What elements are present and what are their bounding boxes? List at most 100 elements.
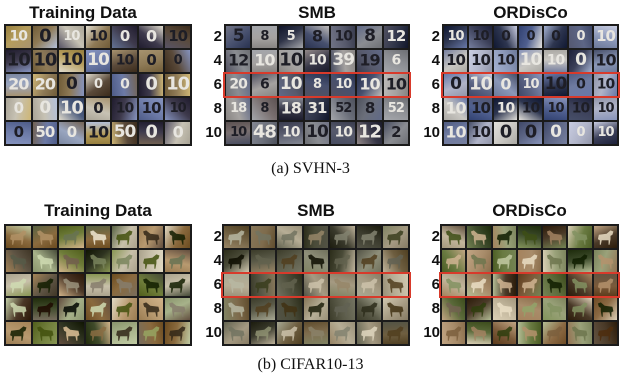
horse-sample-image — [492, 226, 516, 248]
horse-sample-image — [85, 274, 111, 296]
horse-sample-image — [383, 226, 408, 248]
digit-text: 8 — [364, 99, 375, 118]
digit-text: 10 — [446, 51, 466, 70]
digit-sample-image: 10 — [469, 122, 492, 144]
horse-sample-image — [442, 298, 466, 320]
animal-silhouette — [334, 254, 351, 269]
animal-silhouette — [445, 302, 462, 317]
animal-silhouette — [360, 278, 378, 293]
digit-text: 10 — [597, 101, 614, 117]
horse-sample-image — [6, 274, 31, 296]
horse-sample-image — [138, 274, 164, 296]
digit-sample-image: 10 — [544, 74, 567, 96]
digit-sample-image: 5 — [226, 26, 251, 48]
digit-sample-image: 52 — [383, 98, 408, 120]
row-label-step: 8 — [431, 300, 440, 317]
animal-silhouette — [10, 230, 27, 245]
animal-silhouette — [36, 230, 54, 245]
horse-sample-image — [330, 226, 355, 248]
animal-silhouette — [169, 230, 186, 245]
animal-silhouette — [496, 326, 512, 341]
digit-sample-image: 39 — [331, 50, 356, 72]
animal-silhouette — [496, 302, 512, 317]
horse-sample-image — [138, 298, 164, 320]
horse-sample-image — [543, 226, 567, 248]
digit-sample-image: 10 — [331, 74, 356, 96]
animal-silhouette — [471, 326, 487, 341]
horse-sample-image — [32, 250, 58, 272]
digit-sample-image: 12 — [226, 50, 251, 72]
animal-silhouette — [116, 230, 133, 245]
digit-sample-image: 12 — [357, 122, 382, 144]
horse-sample-image — [165, 226, 190, 248]
digit-text: 10 — [597, 125, 614, 141]
horse-sample-image — [467, 322, 491, 344]
digit-text: 0 — [65, 74, 78, 95]
animal-silhouette — [89, 326, 107, 341]
digit-text: 6 — [391, 52, 401, 69]
digit-text: 0 — [550, 122, 562, 143]
animal-silhouette — [89, 278, 107, 293]
animal-silhouette — [10, 302, 27, 317]
row-label-step: 8 — [213, 100, 222, 117]
digit-text: 0 — [450, 74, 462, 95]
digit-text: 50 — [113, 122, 137, 143]
horse-sample-image — [112, 274, 137, 296]
digit-sample-image: 0 — [569, 74, 592, 96]
animal-silhouette — [572, 302, 588, 317]
horse-sample-image — [277, 322, 302, 344]
horse-sample-image — [224, 250, 249, 272]
horse-sample-image — [467, 274, 491, 296]
row-label-step: 4 — [431, 252, 440, 269]
animal-silhouette — [254, 230, 272, 245]
digit-sample-image: 10 — [138, 98, 164, 120]
digit-text: 10 — [385, 74, 407, 94]
digit-sample-image: 0 — [519, 26, 542, 48]
digit-text: 10 — [306, 122, 329, 143]
animal-silhouette — [360, 326, 378, 341]
digit-text: 10 — [230, 125, 247, 141]
digit-text: 0 — [145, 122, 158, 143]
digit-text: 10 — [87, 122, 109, 142]
horse-sample-image — [303, 274, 329, 296]
row-label-step: 2 — [431, 228, 440, 245]
digit-sample-image: 10 — [594, 122, 617, 144]
digit-text: 31 — [307, 99, 328, 118]
horse-sample-image — [442, 274, 466, 296]
digit-sample-image: 8 — [252, 26, 277, 48]
animal-silhouette — [572, 278, 588, 293]
digit-text: 10 — [334, 124, 353, 141]
row-label-step: 2 — [213, 228, 222, 245]
digit-text: 10 — [168, 27, 188, 46]
row-labels: 2 4 6 8 10 — [196, 224, 222, 346]
animal-silhouette — [521, 278, 538, 293]
digit-sample-image: 10 — [304, 50, 330, 72]
animal-silhouette — [597, 230, 614, 245]
digit-text: 10 — [596, 76, 615, 93]
horse-sample-image — [59, 298, 84, 320]
digit-sample-image: 10 — [444, 122, 467, 144]
digit-sample-image: 20 — [226, 74, 251, 96]
digit-sample-image: 6 — [252, 74, 277, 96]
digit-sample-image: 8 — [304, 74, 330, 96]
digit-text: 10 — [87, 50, 110, 71]
animal-silhouette — [360, 302, 378, 317]
digit-sample-image: 19 — [357, 50, 382, 72]
digit-sample-image: 0 — [494, 122, 517, 144]
animal-silhouette — [307, 302, 325, 317]
animal-silhouette — [116, 278, 133, 293]
animal-silhouette — [116, 326, 133, 341]
row-label-step: 10 — [423, 324, 440, 341]
animal-silhouette — [597, 326, 614, 341]
digit-sample-image: 10 — [59, 50, 84, 72]
horse-sample-image — [568, 250, 592, 272]
digit-sample-image: 10 — [85, 26, 111, 48]
digit-sample-image: 20 — [6, 74, 31, 96]
horse-sample-image — [59, 322, 84, 344]
digit-text: 10 — [281, 124, 300, 141]
horse-sample-image — [138, 226, 164, 248]
horse-sample-image — [85, 226, 111, 248]
digit-text: 20 — [8, 74, 29, 94]
digit-sample-image: 0 — [32, 26, 58, 48]
digit-text: 10 — [6, 50, 31, 71]
